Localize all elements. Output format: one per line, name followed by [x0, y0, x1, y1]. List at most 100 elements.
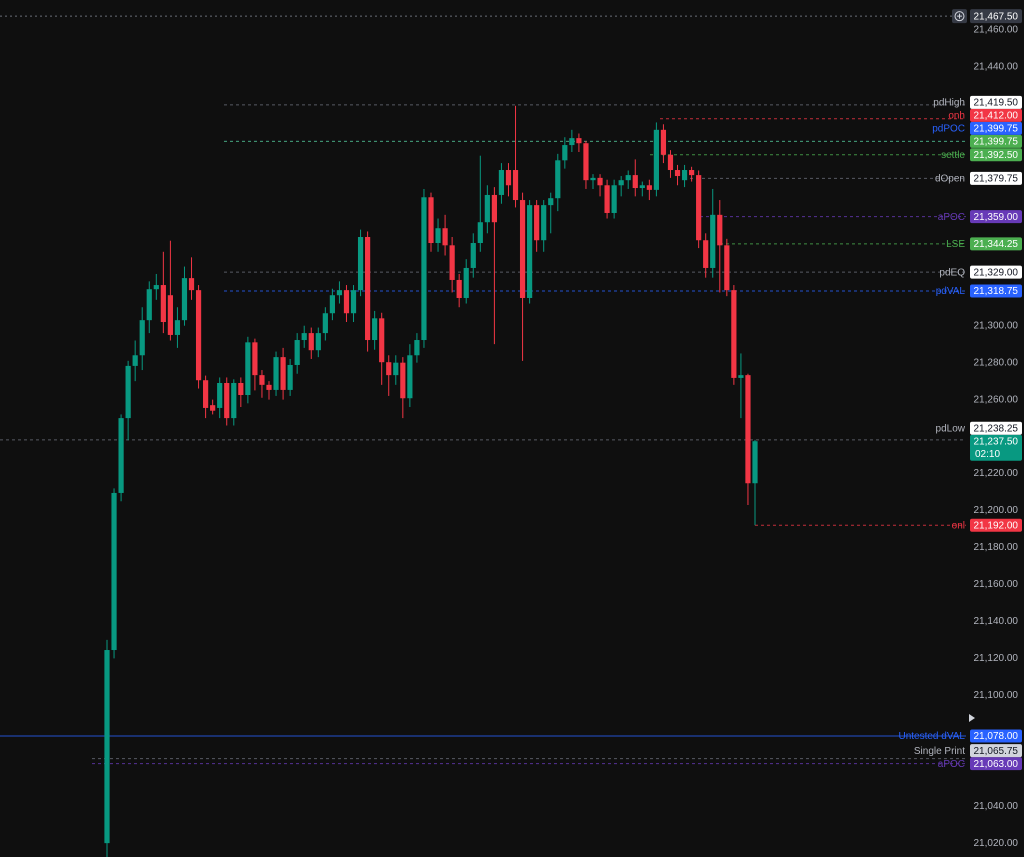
price-box	[970, 108, 1022, 122]
candle-body	[428, 197, 434, 244]
candle-body	[188, 278, 195, 291]
candle-body	[132, 355, 138, 366]
candle-body	[181, 278, 188, 321]
candle-body	[365, 237, 371, 341]
y-tick-label: 21,200.00	[974, 505, 1019, 516]
add-icon	[954, 11, 965, 22]
candle-body	[604, 185, 610, 213]
price-box	[970, 518, 1022, 532]
candle-body	[498, 170, 505, 195]
price-label: 21,192.00	[974, 520, 1019, 531]
candle-body	[357, 237, 364, 291]
candle-body	[111, 492, 117, 651]
candle-body	[548, 198, 554, 206]
add-button[interactable]	[952, 9, 967, 24]
candle-body	[252, 342, 258, 376]
scroll-arrow[interactable]	[969, 714, 975, 722]
price-box	[970, 744, 1022, 758]
candle-body	[195, 290, 202, 381]
candle-body	[245, 342, 251, 396]
candle-body	[632, 175, 638, 189]
price-box	[970, 757, 1022, 771]
price-label: 21,344.25	[974, 239, 1019, 250]
candle-body	[153, 285, 159, 290]
candle-body	[146, 289, 152, 321]
candle-body	[724, 245, 730, 291]
candle-body	[738, 375, 744, 378]
candle-body	[653, 129, 659, 190]
candle-body	[681, 170, 688, 181]
price-box	[970, 95, 1022, 109]
candle-body	[625, 175, 631, 181]
price-box	[970, 210, 1022, 224]
candle-body	[266, 384, 272, 390]
candle-body	[315, 333, 321, 351]
candle-body	[583, 143, 589, 181]
candle-body	[562, 145, 568, 161]
candle-body	[231, 382, 237, 419]
price-box	[970, 284, 1022, 298]
price-box	[970, 237, 1022, 251]
candle-body	[259, 375, 265, 385]
candle-body	[273, 357, 279, 390]
candle-body	[717, 214, 723, 246]
candle-body	[512, 170, 519, 201]
candle-body	[484, 194, 490, 223]
candle-body	[125, 365, 131, 419]
y-tick-label: 21,180.00	[974, 542, 1019, 553]
candle-body	[393, 362, 399, 376]
level-label: pdEQ	[939, 267, 965, 278]
candle-body	[414, 340, 420, 356]
level-label: pdHigh	[933, 98, 965, 109]
candle-body	[287, 364, 293, 390]
candle-body	[477, 222, 483, 244]
price-box	[970, 148, 1022, 162]
price-label: 21,412.00	[974, 111, 1019, 122]
y-tick-label: 21,260.00	[974, 394, 1019, 405]
price-label: 21,238.25	[974, 423, 1019, 434]
crosshair-box	[970, 9, 1022, 24]
candle-body	[569, 138, 575, 146]
crosshair-label: 21,467.50	[974, 11, 1019, 22]
price-label: 21,399.75	[974, 124, 1019, 135]
candle-body	[505, 170, 512, 186]
price-box	[970, 729, 1022, 743]
candle-body	[435, 228, 441, 244]
candle-body	[463, 267, 469, 298]
level-label: pdPOC	[932, 124, 965, 135]
candle-body	[329, 295, 335, 314]
candle-body	[386, 362, 392, 376]
level-label: LSE	[946, 239, 965, 250]
candle-body	[379, 318, 385, 363]
price-label: 21,359.00	[974, 212, 1019, 223]
candle-body	[308, 333, 314, 351]
price-label: 21,078.00	[974, 731, 1019, 742]
candle-body	[139, 320, 145, 356]
y-tick-label: 21,040.00	[974, 801, 1019, 812]
level-label: aPOC	[938, 759, 965, 770]
price-box	[970, 134, 1022, 148]
candle-body	[752, 441, 758, 484]
candle-body	[407, 355, 413, 399]
y-tick-label: 21,460.00	[974, 25, 1019, 36]
price-label: 21,392.50	[974, 150, 1019, 161]
candle-body	[689, 170, 695, 176]
price-label: 21,063.00	[974, 759, 1019, 770]
candle-body	[576, 138, 582, 144]
price-label: 21,065.75	[974, 746, 1019, 757]
level-label: Untested dVAL	[898, 731, 965, 742]
price-label: 21,419.50	[974, 98, 1019, 109]
price-box	[970, 121, 1022, 135]
candle-body	[372, 318, 378, 341]
add-icon-plus	[957, 13, 962, 19]
candle-body	[660, 129, 667, 155]
candle-body	[217, 382, 223, 408]
candle-body	[301, 333, 307, 341]
candle-body	[597, 177, 603, 186]
level-label: onh	[948, 111, 965, 122]
candle-body	[519, 200, 526, 298]
level-label: onl	[952, 520, 965, 531]
price-label: 21,399.75	[974, 137, 1019, 148]
price-box	[970, 171, 1022, 185]
